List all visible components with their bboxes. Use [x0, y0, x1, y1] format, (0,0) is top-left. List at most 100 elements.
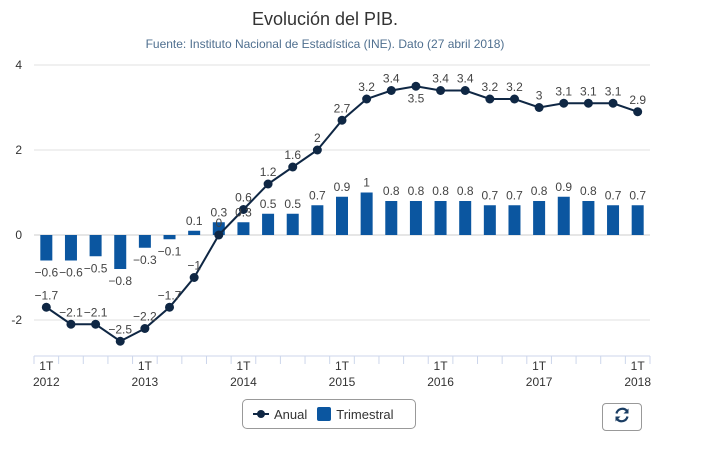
square-marker-icon — [317, 407, 332, 421]
anual-data-label: −1 — [187, 259, 201, 273]
anual-point — [115, 336, 125, 346]
trimestral-bar — [483, 205, 496, 235]
x-tick-label-year: 2016 — [427, 375, 454, 389]
trimestral-data-label: −0.6 — [59, 266, 83, 280]
trimestral-bar — [188, 230, 201, 235]
trimestral-bar — [64, 235, 77, 261]
chart-plot: −0.6 −0.6 −0.5−0.8−0.3−0.10.10.3 0.30.5 0.50… — [11, 58, 651, 389]
legend-item-anual[interactable]: Anual — [253, 407, 307, 422]
chart-legend: Anual Trimestral — [242, 399, 416, 429]
refresh-button[interactable] — [602, 403, 642, 431]
trimestral-bar — [385, 201, 398, 235]
anual-point — [436, 86, 446, 95]
trimestral-bar — [89, 235, 102, 257]
anual-point — [288, 162, 298, 172]
anual-data-label: 2 — [314, 131, 321, 145]
chart-subtitle: Fuente: Instituto Nacional de Estadístic… — [145, 37, 505, 51]
trimestral-data-label: −0.6 — [34, 266, 58, 280]
x-tick-label-year: 2018 — [624, 375, 651, 389]
anual-data-label: 3.2 — [481, 80, 498, 94]
anual-point — [263, 179, 273, 189]
x-tick-label-quarter: 1T — [138, 359, 153, 373]
x-tick-label-quarter: 1T — [236, 359, 251, 373]
trimestral-data-label: 0.3 — [235, 205, 252, 219]
x-tick-label-year: 2012 — [33, 375, 60, 389]
trimestral-data-label: 0.7 — [309, 188, 326, 202]
anual-data-label: 1.6 — [284, 148, 301, 162]
trimestral-data-label: 0.8 — [408, 184, 425, 198]
anual-data-label: −2.5 — [108, 322, 132, 336]
trimestral-bar — [360, 192, 373, 235]
y-tick-label: 2 — [15, 143, 22, 157]
trimestral-bar — [114, 235, 127, 269]
trimestral-data-label: 0.5 — [284, 197, 301, 211]
trimestral-data-label: 0.7 — [481, 188, 498, 202]
anual-data-label: 3 — [536, 89, 543, 103]
trimestral-bar — [311, 205, 324, 235]
x-tick-label-quarter: 1T — [434, 359, 449, 373]
anual-point — [66, 319, 76, 329]
x-tick-label-quarter: 1T — [631, 359, 646, 373]
anual-data-label: 1.2 — [260, 165, 277, 179]
anual-point — [534, 103, 544, 112]
trimestral-bar — [607, 205, 620, 235]
trimestral-bar — [286, 213, 299, 235]
anual-data-label: −2.2 — [133, 310, 157, 324]
anual-point — [509, 94, 519, 104]
anual-data-label: 2.9 — [629, 93, 646, 107]
legend-label-anual: Anual — [274, 406, 308, 422]
anual-data-label: 3.1 — [580, 84, 597, 98]
trimestral-data-label: −0.8 — [108, 274, 132, 288]
trimestral-data-label: 0.8 — [432, 184, 449, 198]
legend-item-trimestral[interactable]: Trimestral — [317, 406, 394, 422]
trimestral-data-label: 0.8 — [457, 184, 474, 198]
trimestral-data-label: −0.5 — [84, 261, 108, 275]
axes: 420-21T20121T20131T20141T20151T20161T201… — [11, 58, 651, 389]
trimestral-bar — [434, 201, 447, 235]
anual-data-label: −2.1 — [84, 305, 108, 319]
line-marker-icon — [253, 410, 269, 418]
trimestral-data-label: 0.3 — [210, 205, 227, 219]
anual-point — [362, 94, 372, 104]
trimestral-bar — [409, 201, 422, 235]
anual-point — [214, 230, 224, 240]
anual-data-label: −1.7 — [158, 288, 182, 302]
trimestral-bar — [508, 205, 521, 235]
trimestral-bar — [40, 235, 53, 261]
trimestral-data-label: 0.8 — [580, 184, 597, 198]
trimestral-bar — [262, 213, 275, 235]
y-tick-label: -2 — [11, 313, 22, 327]
anual-data-label: 3.4 — [432, 72, 449, 86]
trimestral-data-label: 0.1 — [186, 214, 203, 228]
trimestral-data-label: 0.9 — [334, 180, 351, 194]
refresh-icon — [614, 407, 630, 428]
anual-point — [633, 107, 643, 117]
trimestral-bar — [138, 235, 151, 248]
anual-line — [41, 81, 643, 346]
anual-data-label: 3.1 — [605, 84, 622, 98]
trimestral-data-label: 0.9 — [555, 180, 572, 194]
x-tick-label-quarter: 1T — [335, 359, 350, 373]
anual-point — [559, 98, 569, 108]
x-tick-label-quarter: 1T — [39, 359, 54, 373]
anual-data-label: −2.1 — [59, 305, 83, 319]
legend-label-trimestral: Trimestral — [336, 406, 394, 422]
anual-data-label: 3.4 — [457, 72, 474, 86]
anual-point — [583, 98, 593, 108]
trimestral-bar — [533, 201, 546, 235]
chart-title: Evolución del PIB. — [251, 9, 399, 29]
anual-point — [238, 205, 248, 214]
trimestral-data-label: 0.7 — [605, 188, 622, 202]
trimestral-data-label: 0.5 — [260, 197, 277, 211]
trimestral-bar — [163, 235, 176, 240]
x-tick-label-year: 2015 — [329, 375, 356, 389]
anual-data-label: 0 — [215, 216, 222, 230]
trimestral-bar — [237, 222, 250, 235]
anual-point — [608, 98, 618, 108]
anual-data-label: 2.7 — [334, 101, 351, 115]
anual-data-label: 3.5 — [408, 91, 425, 105]
anual-point — [386, 86, 396, 95]
trimestral-bar — [459, 201, 472, 235]
trimestral-data-label: 0.7 — [629, 188, 646, 202]
y-tick-label: 4 — [15, 58, 22, 72]
